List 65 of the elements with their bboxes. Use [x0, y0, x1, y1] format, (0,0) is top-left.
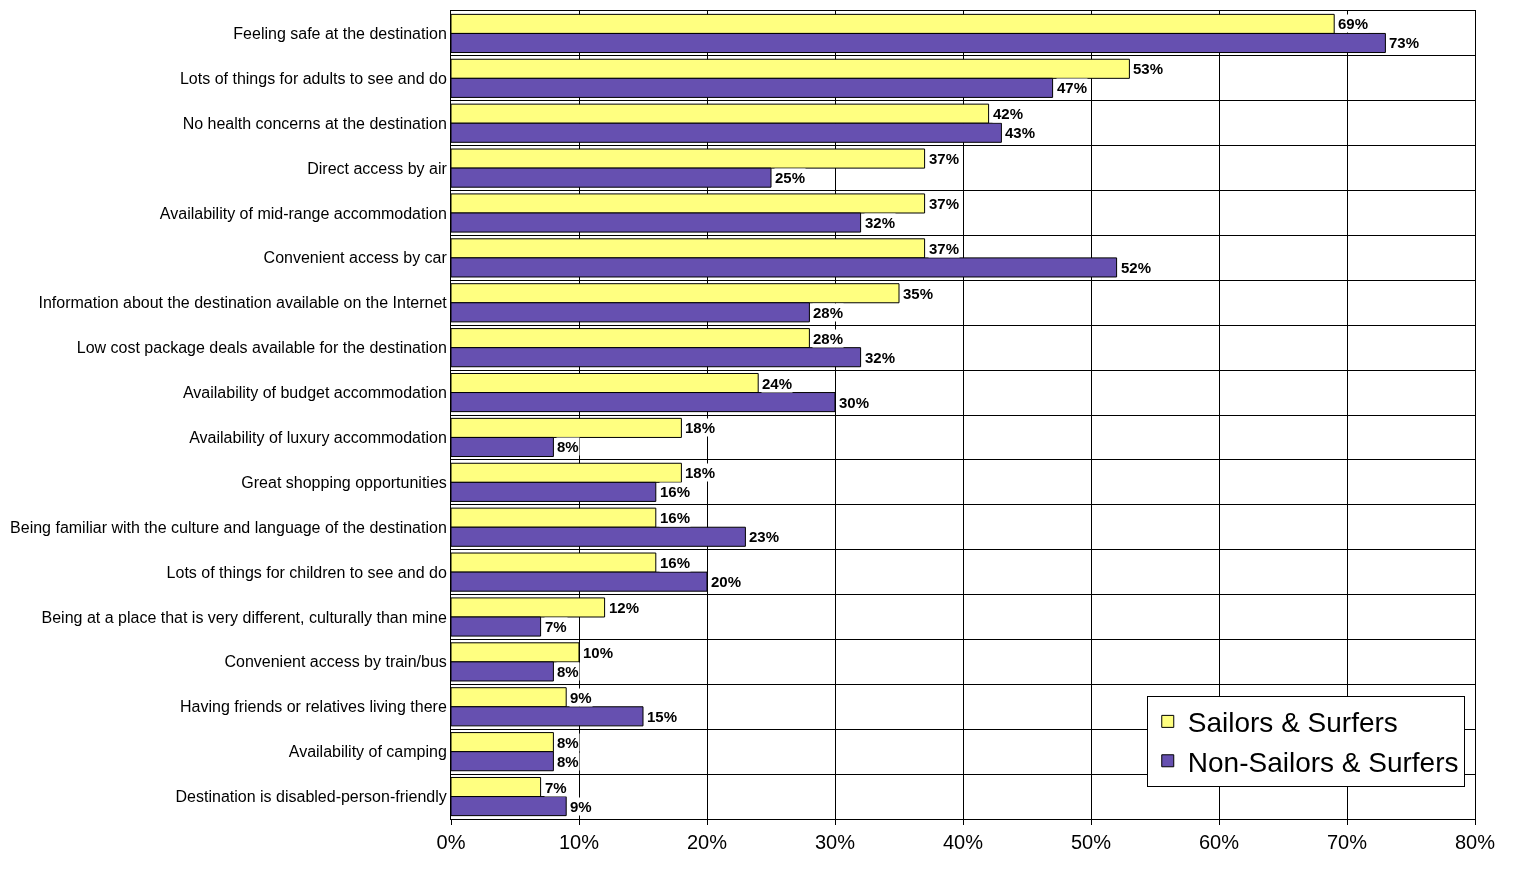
data-label: 23% [749, 528, 780, 545]
y-tick-label: Direct access by air [307, 159, 448, 177]
y-tick-label: Availability of camping [288, 743, 447, 761]
y-tick-label: Convenient access by train/bus [224, 653, 447, 671]
data-label: 7% [545, 779, 567, 796]
y-tick-label: Destination is disabled-person-friendly [175, 788, 447, 806]
data-label: 25% [775, 169, 806, 186]
data-label: 28% [813, 330, 844, 347]
y-tick-label: Availability of luxury accommodation [189, 429, 447, 447]
data-label: 8% [557, 753, 579, 770]
data-label: 7% [545, 618, 567, 635]
data-label: 16% [660, 509, 691, 526]
y-tick-label: Availability of mid-range accommodation [159, 204, 447, 222]
x-tick-label: 60% [1198, 831, 1240, 853]
y-tick-label: Lots of things for children to see and do [166, 563, 447, 581]
data-label: 18% [685, 419, 716, 436]
data-label: 15% [647, 708, 678, 725]
data-label: 42% [993, 105, 1024, 122]
x-tick-label: 50% [1070, 831, 1112, 853]
data-label: 52% [1121, 259, 1152, 276]
y-tick-label: Availability of budget accommodation [182, 384, 447, 402]
y-tick-label: No health concerns at the destination [182, 114, 447, 132]
y-tick-label: Having friends or relatives living there [180, 698, 447, 716]
x-tick-label: 70% [1326, 831, 1368, 853]
data-label: 53% [1133, 60, 1164, 77]
data-label: 8% [557, 438, 579, 455]
y-tick-label: Being at a place that is very different, culturally than mine [41, 608, 447, 626]
x-tick-label: 30% [814, 831, 856, 853]
data-label: 9% [570, 689, 592, 706]
data-label: 16% [660, 483, 691, 500]
data-label: 73% [1389, 34, 1420, 51]
x-tick-label: 0% [436, 831, 466, 853]
x-tick-label: 10% [558, 831, 600, 853]
data-label: 24% [762, 375, 793, 392]
data-label: 37% [929, 195, 960, 212]
y-tick-label: Convenient access by car [263, 249, 448, 267]
data-label: 18% [685, 464, 716, 481]
data-label: 43% [1005, 124, 1036, 141]
data-label: 8% [557, 663, 579, 680]
y-tick-label: Lots of things for adults to see and do [179, 69, 447, 87]
data-label: 9% [570, 798, 592, 815]
data-label: 8% [557, 734, 579, 751]
data-label: 30% [839, 394, 870, 411]
data-label: 20% [711, 573, 742, 590]
legend-label: Sailors & Surfers [1187, 707, 1398, 739]
data-label: 12% [609, 599, 640, 616]
x-tick-label: 40% [942, 831, 984, 853]
x-tick-label: 20% [686, 831, 728, 853]
data-label: 37% [929, 150, 960, 167]
y-tick-label: Being familiar with the culture and language of the destination [10, 518, 447, 536]
y-tick-label: Great shopping opportunities [241, 473, 447, 491]
data-label: 10% [583, 644, 614, 661]
data-label: 28% [813, 304, 844, 321]
data-label: 35% [903, 285, 934, 302]
y-tick-label: Low cost package deals available for the destination [76, 339, 447, 357]
data-label: 32% [865, 349, 896, 366]
legend-label: Non-Sailors & Surfers [1187, 746, 1459, 778]
data-label: 16% [660, 554, 691, 571]
data-label: 69% [1338, 15, 1369, 32]
y-tick-label: Feeling safe at the destination [233, 25, 447, 43]
data-label: 37% [929, 240, 960, 257]
data-label: 47% [1057, 79, 1088, 96]
data-label: 32% [865, 214, 896, 231]
y-tick-label: Information about the destination available on the Internet [38, 294, 448, 312]
x-tick-label: 80% [1454, 831, 1496, 853]
